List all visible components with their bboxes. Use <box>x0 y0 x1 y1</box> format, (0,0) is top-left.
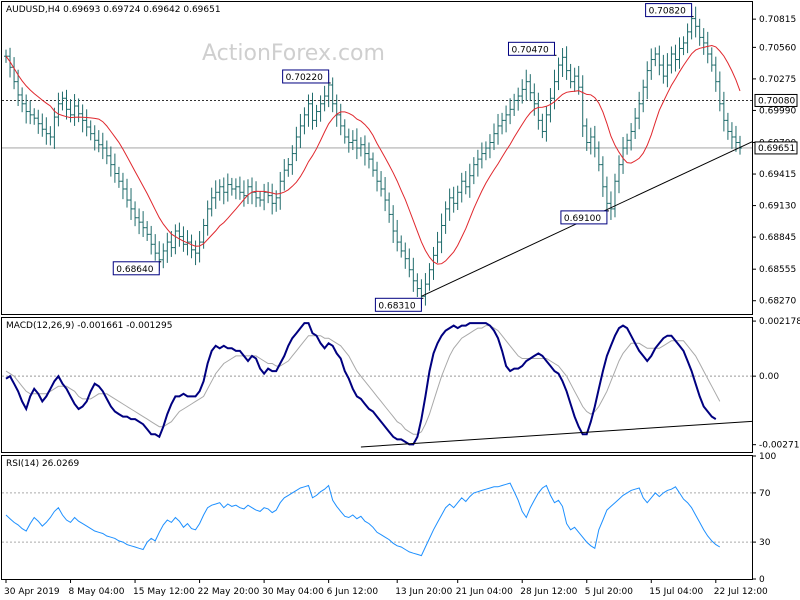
macd-y-tick-label: 0.002178 <box>759 317 800 327</box>
annotation-label: 0.68310 <box>378 301 415 311</box>
resistance-label: 0.70080 <box>758 96 795 106</box>
rsi-y-tick-label: 70 <box>759 489 771 499</box>
price-y-tick-label: 0.69990 <box>759 106 796 116</box>
x-tick-label: 30 Apr 2019 <box>4 587 60 597</box>
macd-panel: 0.002178 0.00 -0.00271 <box>2 317 800 451</box>
rsi-y-tick-label: 30 <box>759 538 771 548</box>
current-price-label: 0.69651 <box>758 144 795 154</box>
price-y-tick-label: 0.68270 <box>759 297 796 307</box>
x-tick-label: 6 Jun 12:00 <box>327 587 379 597</box>
annotation-box <box>112 261 160 276</box>
price-panel-title: AUDUSD,H4 0.69693 0.69724 0.69642 0.6965… <box>6 5 221 15</box>
x-tick-label: 5 Jul 20:00 <box>585 587 634 597</box>
price-y-tick-label: 0.68845 <box>759 233 796 243</box>
rsi-panel: 100 70 30 0 <box>2 452 776 585</box>
x-tick-label: 8 May 04:00 <box>69 587 125 597</box>
rsi-line <box>5 482 721 557</box>
price-panel: 0.68640 0.70220 0.68310 0.70470 0.69100 0.708… <box>2 3 798 312</box>
current-price-label-box <box>754 141 798 155</box>
x-tick-label: 28 Jun 12:00 <box>520 587 577 597</box>
x-tick-label: 22 Jul 12:00 <box>714 587 768 597</box>
price-y-tick-label: 0.70815 <box>759 15 796 25</box>
macd-y-tick-label: 0.00 <box>759 372 779 382</box>
x-tick-label: 15 May 12:00 <box>133 587 195 597</box>
price-y-tick-label: 0.70560 <box>759 43 796 53</box>
macd-panel-title: MACD(12,26,9) -0.001661 -0.001295 <box>6 321 172 331</box>
watermark: ActionForex.com <box>202 41 385 66</box>
annotation-box <box>282 69 330 84</box>
macd-signal-line <box>5 325 721 435</box>
x-tick-label: 30 May 04:00 <box>262 587 324 597</box>
rsi-y-tick-label: 0 <box>759 575 765 585</box>
price-y-tick-label: 0.68555 <box>759 265 796 275</box>
x-axis: 30 Apr 2019 8 May 04:00 15 May 12:00 22 May… <box>4 579 768 597</box>
macd-panel-frame <box>1 317 753 453</box>
price-y-tick-label: 0.69415 <box>759 170 796 180</box>
macd-y-tick-label: -0.00271 <box>759 441 799 451</box>
annotation-box <box>560 210 608 225</box>
rsi-y-tick-label: 100 <box>759 452 776 462</box>
price-y-tick-label: 0.70275 <box>759 75 796 85</box>
annotation-label: 0.70220 <box>286 73 323 83</box>
annotation-box <box>645 3 693 18</box>
resistance-label-box <box>754 93 798 107</box>
annotation-box <box>374 297 422 312</box>
annotation-label: 0.68640 <box>116 265 153 275</box>
annotation-label: 0.69100 <box>564 214 601 224</box>
annotation-box <box>507 41 555 56</box>
x-tick-label: 21 Jun 04:00 <box>456 587 513 597</box>
x-tick-label: 22 May 20:00 <box>198 587 260 597</box>
rsi-panel-frame <box>1 455 753 580</box>
annotation-label: 0.70820 <box>649 7 686 17</box>
macd-trendline <box>360 420 753 448</box>
price-y-tick-label: 0.69130 <box>759 202 796 212</box>
macd-line <box>5 322 717 446</box>
rsi-panel-title: RSI(14) 26.0269 <box>6 459 79 469</box>
x-tick-label: 15 Jul 04:00 <box>649 587 703 597</box>
annotation-label: 0.70470 <box>511 45 548 55</box>
x-tick-label: 13 Jun 20:00 <box>395 587 452 597</box>
moving-average-line <box>5 44 741 265</box>
